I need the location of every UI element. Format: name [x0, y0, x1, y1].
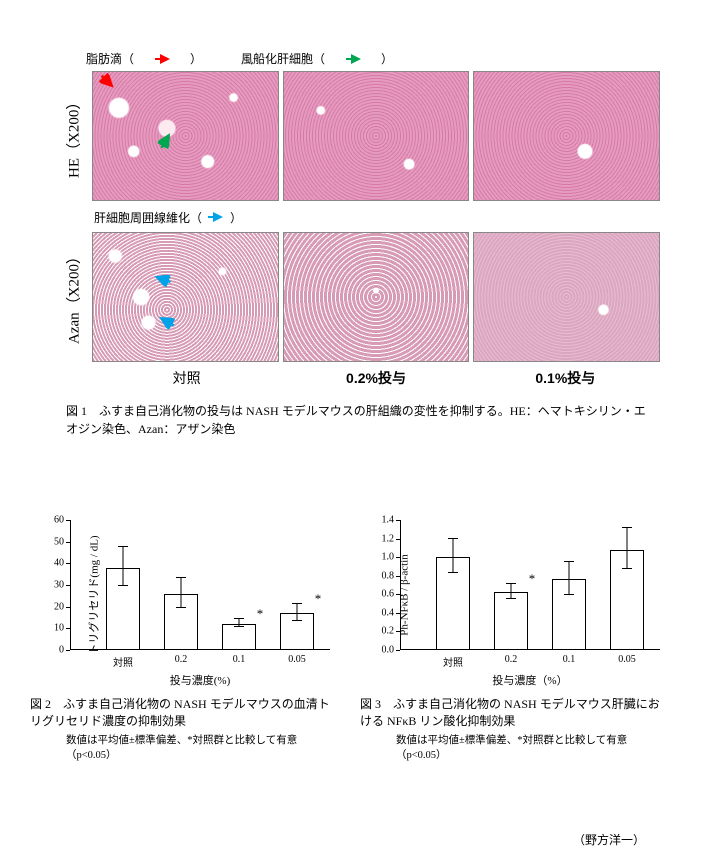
legend-balloon-cell: 風船化肝細胞（ ） — [241, 50, 411, 67]
ytick-label: 1.0 — [382, 552, 395, 563]
chart-bar — [436, 557, 470, 650]
figure2-caption-body: ふすま自己消化物の NASH モデルマウスの血清トリグリセリド濃度の抑制効果 — [30, 697, 330, 728]
histology-image — [283, 71, 470, 201]
figure2-note: 数値は平均値±標準偏差、*対照群と比較して有意（p<0.05） — [30, 733, 330, 763]
ytick-label: 0.2 — [382, 626, 395, 637]
ytick-label: 40 — [54, 558, 64, 569]
figure1-caption-head: 図 1 — [66, 404, 87, 418]
chart-bar — [280, 613, 314, 650]
figure1-legend-bottom: 肝細胞周囲線維化（ ） — [92, 205, 660, 228]
histology-grid: HE（X200） 肝細胞周囲線維化（ ） Azan（X200） — [60, 71, 660, 392]
significance-marker: * — [529, 571, 536, 587]
col-label-02: 0.2%投与 — [281, 368, 470, 388]
xtick-label: 0.1 — [563, 654, 576, 665]
ytick-label: 0.8 — [382, 570, 395, 581]
xtick-label: 0.05 — [288, 654, 306, 665]
figure1-column-labels: 対照 0.2%投与 0.1%投与 — [92, 366, 660, 388]
xtick-label: 0.1 — [233, 654, 246, 665]
histology-image — [283, 232, 470, 362]
chart-bar — [106, 568, 140, 650]
ytick-label: 1.4 — [382, 515, 395, 526]
chart2-plot: トリグリセリド(mg / dL) 0102030405060対照0.2*0.1*… — [70, 520, 330, 670]
xtick-label: 0.05 — [618, 654, 636, 665]
chart3-ylabel: Ph-NFκB / β-actin — [399, 554, 411, 635]
ytick-label: 60 — [54, 515, 64, 526]
chart-bar — [222, 624, 256, 650]
row-label-he: HE（X200） — [60, 71, 88, 201]
figure2-caption: 図 2 ふすま自己消化物の NASH モデルマウスの血清トリグリセリド濃度の抑制… — [30, 696, 330, 763]
ytick-label: 50 — [54, 536, 64, 547]
histology-image — [473, 71, 660, 201]
ytick-label: 10 — [54, 623, 64, 634]
ytick-label: 1.2 — [382, 533, 395, 544]
figure1-caption: 図 1 ふすま自己消化物の投与は NASH モデルマウスの肝組織の変性を抑制する… — [60, 402, 660, 438]
chart3-plot: Ph-NFκB / β-actin 0.00.20.40.60.81.01.21… — [400, 520, 660, 670]
ytick-label: 0 — [59, 645, 64, 656]
histology-image — [92, 232, 279, 362]
xtick-label: 0.2 — [175, 654, 188, 665]
figure1-caption-body: ふすま自己消化物の投与は NASH モデルマウスの肝組織の変性を抑制する。HE：… — [66, 404, 646, 436]
chart-bar — [494, 592, 528, 650]
row-label-azan: Azan（X200） — [60, 232, 88, 362]
ytick-label: 0.0 — [382, 645, 395, 656]
chart-bar — [610, 550, 644, 650]
arrow-icon — [154, 54, 172, 64]
significance-marker: * — [257, 606, 264, 622]
col-label-01: 0.1%投与 — [471, 368, 660, 388]
ytick-label: 0.4 — [382, 607, 395, 618]
col-label-control: 対照 — [92, 368, 281, 388]
author-credit: （野方洋一） — [573, 831, 645, 848]
figure2-caption-head: 図 2 — [30, 697, 51, 711]
figure3-caption-body: ふすま自己消化物の NASH モデルマウス肝臓における NFκB リン酸化抑制効… — [360, 697, 660, 728]
xtick-label: 対照 — [443, 654, 463, 669]
histology-image — [92, 71, 279, 201]
legend-fat-droplet: 脂肪滴（ ） — [86, 50, 220, 67]
chart2-ylabel: トリグリセリド(mg / dL) — [86, 535, 102, 654]
significance-marker: * — [315, 591, 322, 607]
histology-image — [473, 232, 660, 362]
figure1-legend-top: 脂肪滴（ ） 風船化肝細胞（ ） — [60, 50, 660, 67]
chart-bar — [552, 579, 586, 650]
ytick-label: 30 — [54, 580, 64, 591]
xtick-label: 対照 — [113, 654, 133, 669]
charts-row: トリグリセリド(mg / dL) 0102030405060対照0.2*0.1*… — [30, 520, 670, 763]
chart3-xlabel: 投与濃度（%） — [400, 672, 660, 688]
figure-3: Ph-NFκB / β-actin 0.00.20.40.60.81.01.21… — [360, 520, 660, 763]
figure-2: トリグリセリド(mg / dL) 0102030405060対照0.2*0.1*… — [30, 520, 330, 763]
figure3-caption-head: 図 3 — [360, 697, 381, 711]
chart-bar — [164, 594, 198, 650]
arrow-icon — [207, 211, 225, 221]
ytick-label: 20 — [54, 601, 64, 612]
figure3-caption: 図 3 ふすま自己消化物の NASH モデルマウス肝臓における NFκB リン酸… — [360, 696, 660, 763]
figure-1: 脂肪滴（ ） 風船化肝細胞（ ） HE（X200） — [60, 50, 660, 438]
xtick-label: 0.2 — [505, 654, 518, 665]
arrow-icon — [345, 54, 363, 64]
ytick-label: 0.6 — [382, 589, 395, 600]
chart2-xlabel: 投与濃度(%) — [70, 672, 330, 688]
figure3-note: 数値は平均値±標準偏差、*対照群と比較して有意（p<0.05） — [360, 733, 660, 763]
